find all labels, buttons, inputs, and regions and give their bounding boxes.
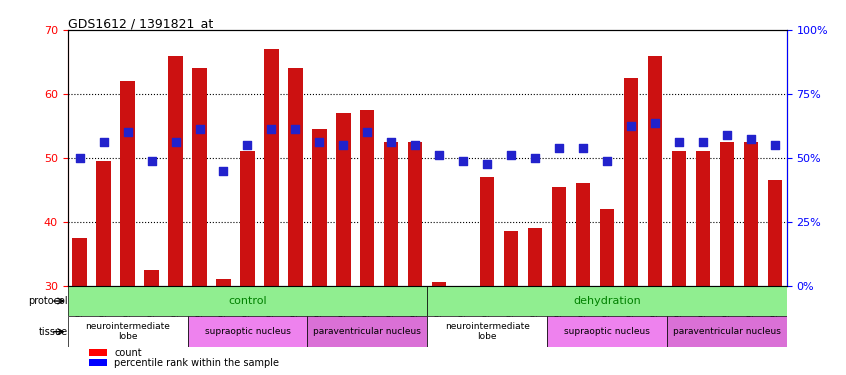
Point [672,139,685,145]
Text: control: control [228,296,266,306]
Point [193,126,206,132]
Text: GDS1612 / 1391821_at: GDS1612 / 1391821_at [68,17,213,30]
Point [528,155,542,161]
Point [624,123,638,129]
Bar [695,152,710,286]
Text: paraventricular nucleus: paraventricular nucleus [673,327,781,336]
Bar [145,270,159,286]
Text: tissue: tissue [39,327,68,337]
Point [265,126,278,132]
Point [240,142,254,148]
Bar [576,183,591,286]
Point [145,158,158,164]
Text: supraoptic nucleus: supraoptic nucleus [205,327,290,336]
Bar [120,81,135,286]
FancyBboxPatch shape [307,316,427,347]
Point [96,139,110,145]
Bar [600,209,614,286]
Point [73,155,86,161]
Point [360,129,374,135]
Text: count: count [114,348,142,358]
Point [481,161,494,167]
Bar [552,187,566,286]
Bar [96,161,111,286]
Point [720,132,733,138]
Bar [240,152,255,286]
Point [337,142,350,148]
Point [384,139,398,145]
Point [696,139,710,145]
Point [288,126,302,132]
Bar [73,238,87,286]
Bar [336,113,350,286]
Text: neurointermediate
lobe: neurointermediate lobe [445,322,530,341]
Bar [90,349,107,356]
Bar [504,231,519,286]
Point [576,145,590,151]
Point [409,142,422,148]
Text: percentile rank within the sample: percentile rank within the sample [114,358,279,368]
Bar [767,180,782,286]
Point [432,152,446,157]
Bar [192,68,206,286]
Bar [217,279,231,286]
FancyBboxPatch shape [68,286,427,316]
Bar [672,152,686,286]
Text: paraventricular nucleus: paraventricular nucleus [313,327,421,336]
Bar [648,56,662,286]
Bar [408,142,422,286]
FancyBboxPatch shape [68,316,188,347]
FancyBboxPatch shape [427,316,547,347]
Text: neurointermediate
lobe: neurointermediate lobe [85,322,170,341]
Bar [384,142,398,286]
Bar [360,110,375,286]
Point [744,136,758,142]
Point [768,142,782,148]
Point [648,120,662,126]
Point [217,168,230,174]
Bar [624,78,638,286]
Text: dehydration: dehydration [573,296,641,306]
Bar [288,68,303,286]
Bar [312,129,327,286]
Point [552,145,566,151]
Point [504,152,518,157]
FancyBboxPatch shape [188,316,307,347]
FancyBboxPatch shape [667,316,787,347]
Bar [720,142,734,286]
Bar [90,359,107,366]
FancyBboxPatch shape [427,286,787,316]
Text: protocol: protocol [28,296,68,306]
FancyBboxPatch shape [547,316,667,347]
Bar [264,49,278,286]
Point [601,158,614,164]
Point [457,158,470,164]
Bar [744,142,758,286]
Bar [480,177,494,286]
Point [121,129,135,135]
Bar [528,228,542,286]
Bar [432,282,447,286]
Bar [168,56,183,286]
Point [168,139,182,145]
Text: supraoptic nucleus: supraoptic nucleus [564,327,650,336]
Point [313,139,327,145]
